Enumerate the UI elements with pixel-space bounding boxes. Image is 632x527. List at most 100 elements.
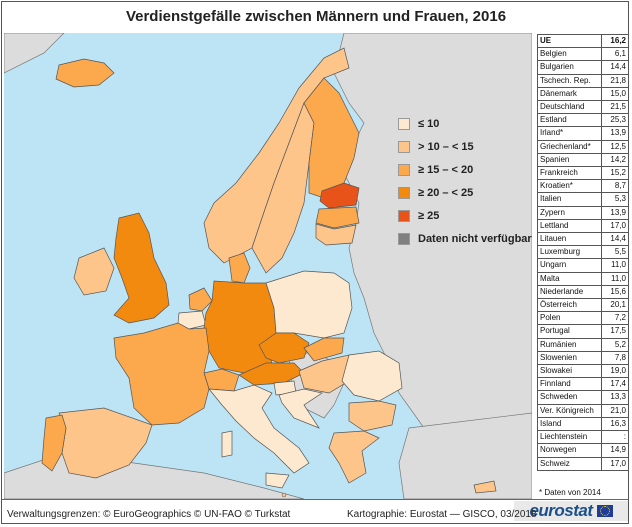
table-cell-value: 8,7 xyxy=(601,179,629,194)
legend-item: ≤ 10 xyxy=(398,112,532,135)
table-cell-country: Luxemburg xyxy=(537,245,602,260)
table-row: Island 16,3 xyxy=(537,416,629,432)
table-cell-country: Lettland xyxy=(537,218,602,234)
table-cell-value: 21,5 xyxy=(601,100,629,115)
table-row: Spanien 14,2 xyxy=(537,152,629,168)
table-cell-value: 5,2 xyxy=(601,337,629,352)
country-zypern xyxy=(473,480,497,494)
table-cell-country: Litauen xyxy=(537,232,602,247)
table-cell-value: 17,0 xyxy=(601,218,629,234)
table-row: Österreich 20,1 xyxy=(537,298,629,313)
table-row: Tschech. Rep. 21,8 xyxy=(537,73,629,88)
table-cell-value: 16,3 xyxy=(601,416,629,432)
table-row: Norwegen 14,9 xyxy=(537,443,629,458)
country-portugal xyxy=(41,414,67,472)
table-header-label: UE xyxy=(537,33,602,49)
country-niederlande xyxy=(188,287,213,312)
table-row: Kroatien* 8,7 xyxy=(537,179,629,194)
legend: ≤ 10 > 10 – < 15 ≥ 15 – < 20 ≥ 20 – < 25 ≥ 2… xyxy=(398,112,532,250)
table-cell-country: Portugal xyxy=(537,324,602,339)
europe-map xyxy=(3,32,533,500)
country-finnland xyxy=(303,77,360,199)
eurostat-logo: eurostat xyxy=(514,501,628,521)
table-cell-value: 17,5 xyxy=(601,324,629,339)
table-cell-country: Dänemark xyxy=(537,86,602,102)
table-row: Griechenland* 12,5 xyxy=(537,139,629,154)
legend-swatch xyxy=(398,232,410,245)
table-cell-country: Irland* xyxy=(537,126,602,141)
country-belgien xyxy=(177,310,207,330)
country-slowakei xyxy=(303,337,345,362)
country-polen xyxy=(265,270,353,339)
table-row: Zypern 13,9 xyxy=(537,205,629,220)
legend-swatch xyxy=(398,117,410,130)
table-cell-country: Niederlande xyxy=(537,284,602,300)
table-cell-country: Italien xyxy=(537,192,602,207)
table-row: Italien 5,3 xyxy=(537,192,629,207)
logo-text: eurostat xyxy=(529,501,593,520)
legend-item: Daten nicht verfügbar xyxy=(398,227,532,250)
table-row: Ver. Königreich 21,0 xyxy=(537,403,629,418)
legend-item: > 10 – < 15 xyxy=(398,135,532,158)
table-row: Belgien 6,1 xyxy=(537,47,629,62)
country-daenemark xyxy=(228,252,251,284)
table-row: Dänemark 15,0 xyxy=(537,86,629,102)
table-cell-value: : xyxy=(601,430,629,445)
table-row: Estland 25,3 xyxy=(537,113,629,128)
table-row: Schweden 13,3 xyxy=(537,390,629,405)
country-bulgarien xyxy=(348,400,397,432)
country-malta xyxy=(281,492,287,498)
table-cell-country: Liechtenstein xyxy=(537,430,602,445)
table-header-value: 16,2 xyxy=(601,33,629,49)
table-cell-value: 17,0 xyxy=(601,456,629,471)
table-row-ue: UE 16,2 xyxy=(537,33,629,49)
table-cell-value: 14,2 xyxy=(601,152,629,168)
legend-label: ≥ 25 xyxy=(418,209,440,222)
table-cell-value: 14,4 xyxy=(601,232,629,247)
table-row: Slowenien 7,8 xyxy=(537,350,629,366)
table-row: Bulgarien 14,4 xyxy=(537,60,629,75)
table-row: Schweiz 17,0 xyxy=(537,456,629,471)
country-lettland xyxy=(315,206,360,229)
table-cell-country: Malta xyxy=(537,271,602,286)
country-island xyxy=(55,58,115,88)
legend-item: ≥ 15 – < 20 xyxy=(398,158,532,181)
legend-swatch xyxy=(398,140,410,153)
table-row: Polen 7,2 xyxy=(537,311,629,326)
table-cell-value: 13,9 xyxy=(601,126,629,141)
table-cell-country: Frankreich xyxy=(537,166,602,181)
table-cell-value: 25,3 xyxy=(601,113,629,128)
country-irland xyxy=(73,247,115,296)
table-cell-value: 11,0 xyxy=(601,258,629,273)
country-deutschland xyxy=(203,280,277,374)
legend-item: ≥ 20 – < 25 xyxy=(398,181,532,204)
table-cell-value: 20,1 xyxy=(601,298,629,313)
table-cell-value: 5,5 xyxy=(601,245,629,260)
table-row: Slowakei 19,0 xyxy=(537,364,629,379)
table-cell-country: Polen xyxy=(537,311,602,326)
legend-label: ≤ 10 xyxy=(418,117,440,130)
table-cell-value: 19,0 xyxy=(601,364,629,379)
table-cell-value: 13,9 xyxy=(601,205,629,220)
table-row: Irland* 13,9 xyxy=(537,126,629,141)
table-cell-country: Rumänien xyxy=(537,337,602,352)
table-cell-value: 7,2 xyxy=(601,311,629,326)
table-cell-country: Kroatien* xyxy=(537,179,602,194)
footnote: * Daten von 2014 xyxy=(539,488,601,497)
map-title: Verdienstgefälle zwischen Männern und Fr… xyxy=(125,8,507,25)
table-cell-value: 21,0 xyxy=(601,403,629,418)
country-estland xyxy=(319,182,360,209)
table-cell-value: 11,0 xyxy=(601,271,629,286)
legend-label: > 10 – < 15 xyxy=(418,140,474,153)
table-row: Frankreich 15,2 xyxy=(537,166,629,181)
table-cell-country: Schweiz xyxy=(537,456,602,471)
table-row: Rumänien 5,2 xyxy=(537,337,629,352)
table-cell-country: Island xyxy=(537,416,602,432)
country-kroatien xyxy=(278,388,323,429)
country-rumaenien xyxy=(341,350,403,402)
table-row: Niederlande 15,6 xyxy=(537,284,629,300)
eu-flag-icon xyxy=(596,505,613,517)
table-cell-country: Ungarn xyxy=(537,258,602,273)
table-cell-value: 14,4 xyxy=(601,60,629,75)
country-italien-sicily xyxy=(265,472,290,489)
